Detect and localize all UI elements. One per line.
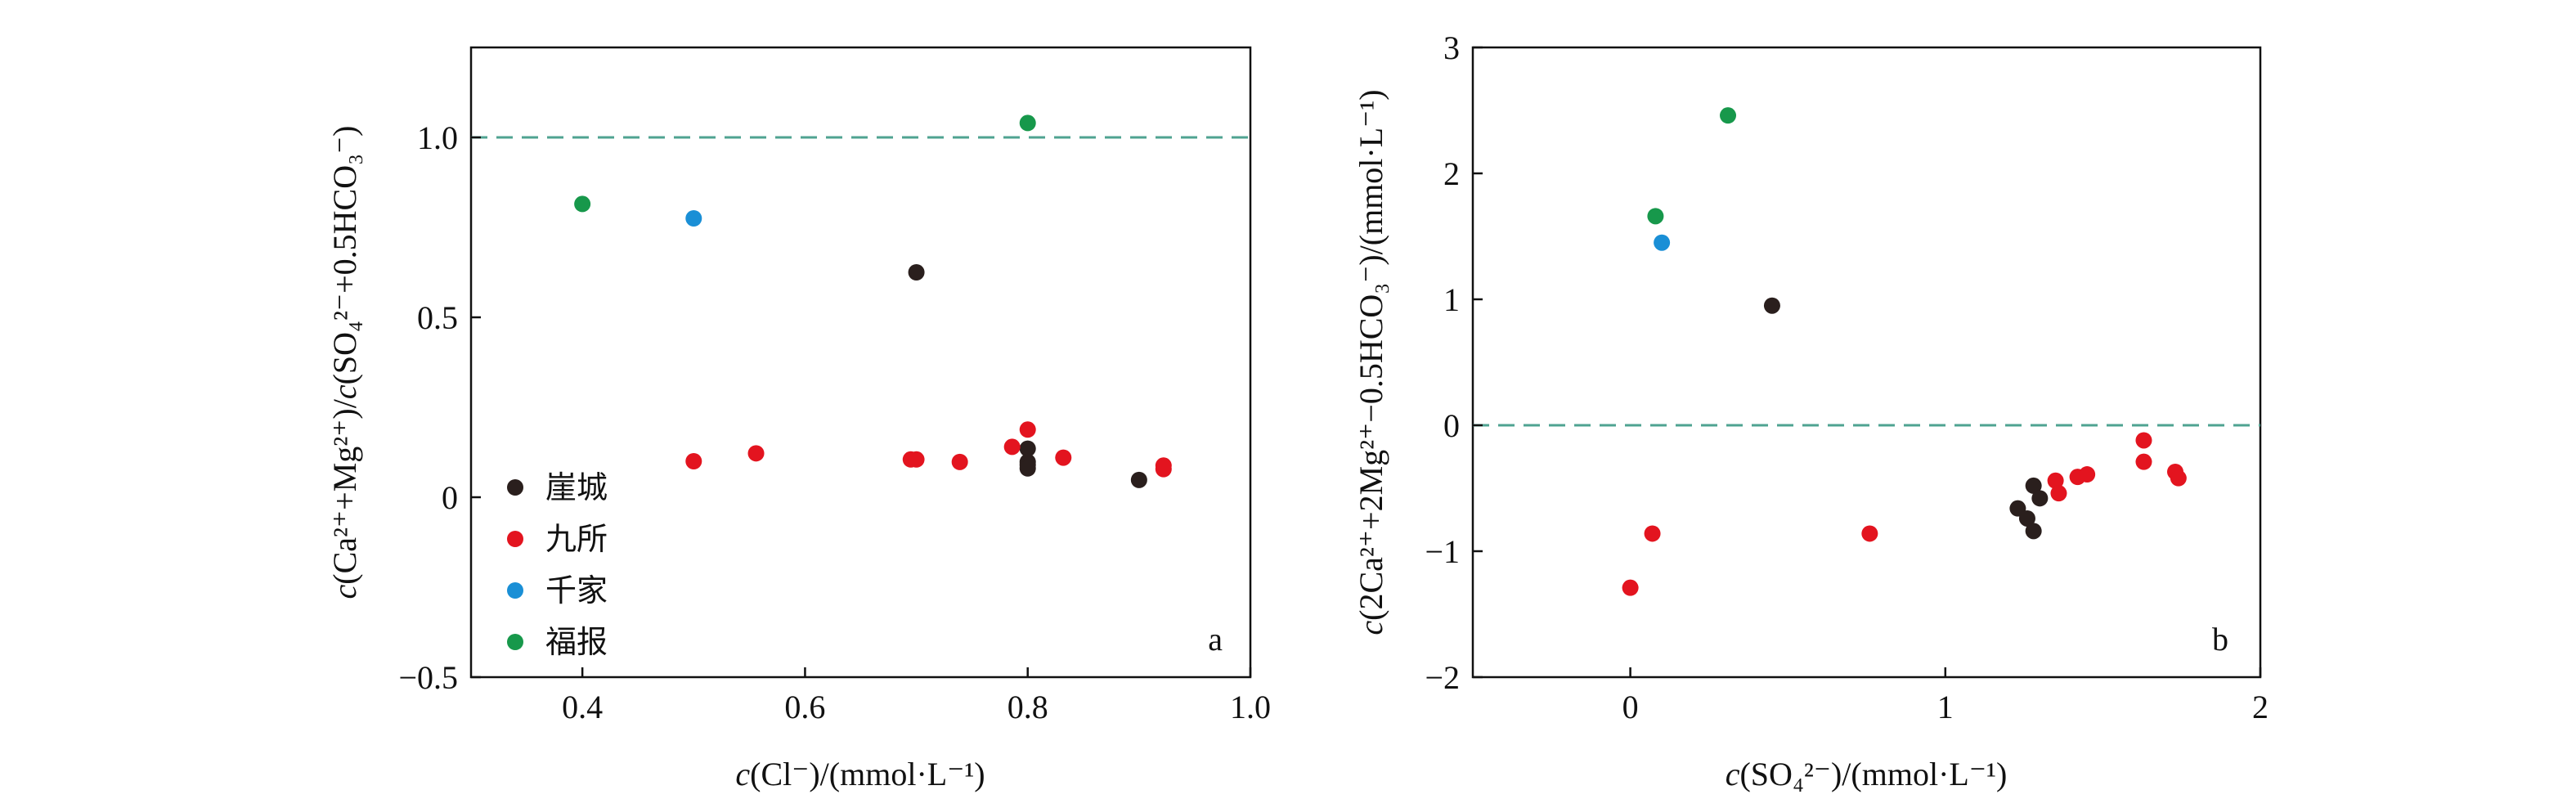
x-tick-label: 0.6	[784, 689, 825, 725]
legend-label-福报: 福报	[545, 626, 608, 660]
x-tick-label: 1.0	[1230, 689, 1271, 725]
data-point-九所	[1155, 460, 1172, 478]
panel-b-x-axis-label: c(SO₄²⁻)/(mmol·L⁻¹)	[1726, 756, 2008, 792]
panel-a-points	[574, 114, 1172, 488]
y-tick-label: 0	[1443, 407, 1460, 444]
data-point-福报	[1720, 107, 1737, 124]
legend-item-千家: 千家	[507, 574, 608, 608]
legend-label-九所: 九所	[545, 523, 608, 557]
data-point-九所	[2135, 432, 2152, 449]
panel-b-y-ticks: −2 −1 0 1 2 3	[1425, 29, 1483, 696]
data-point-崖城	[2025, 477, 2042, 494]
data-point-九所	[2170, 469, 2187, 487]
x-tick-label: 0	[1622, 689, 1639, 725]
data-point-九所	[1861, 525, 1878, 542]
panel-b-label: b	[2212, 621, 2228, 658]
legend-item-九所: 九所	[507, 523, 608, 557]
legend-label-千家: 千家	[545, 574, 608, 608]
data-point-九所	[908, 451, 925, 468]
x-tick-label: 1	[1937, 689, 1954, 725]
data-point-九所	[747, 445, 765, 462]
data-point-九所	[2079, 466, 2096, 483]
panel-a-y-ticks: −0.5 0 0.5 1.0	[398, 119, 481, 696]
panel-b-points	[1622, 107, 2187, 596]
x-tick-label: 0.4	[562, 689, 603, 725]
panel-a-x-ticks: 0.4 0.6 0.8 1.0	[562, 667, 1271, 725]
panel-a-plot-frame	[469, 46, 1252, 679]
data-point-崖城	[908, 264, 925, 281]
data-point-福报	[1019, 114, 1036, 132]
data-point-崖城	[2025, 523, 2042, 540]
legend-item-福报: 福报	[507, 626, 608, 660]
y-tick-label: 1.0	[417, 119, 458, 156]
y-tick-label: −0.5	[398, 659, 458, 696]
data-point-崖城	[1019, 460, 1036, 477]
data-point-九所	[1622, 579, 1639, 596]
y-tick-label: 3	[1443, 29, 1460, 66]
y-tick-label: 0	[442, 479, 458, 516]
panel-a-x-axis-label: c(Cl⁻)/(mmol·L⁻¹)	[735, 756, 985, 792]
x-tick-label: 0.8	[1008, 689, 1048, 725]
data-point-九所	[1019, 421, 1036, 438]
data-point-九所	[2135, 453, 2152, 470]
panel-a-legend: 崖城 九所 千家 福报	[507, 471, 608, 660]
legend-marker-千家	[507, 582, 523, 599]
data-point-九所	[1003, 438, 1021, 456]
y-tick-label: 0.5	[417, 299, 458, 336]
panel-b-y-axis-label: c(2Ca²⁺+2Mg²⁺−0.5HCO₃⁻)/(mmol·L⁻¹)	[1353, 89, 1389, 635]
data-point-九所	[951, 453, 968, 470]
panel-b: 0 1 2 −2 −1 0 1 2 3 b c(SO₄²⁻)/(mmol·L⁻¹) c(2Ca…	[1353, 29, 2269, 792]
y-tick-label: 1	[1443, 281, 1460, 318]
panel-a: 0.4 0.6 0.8 1.0 −0.5 0 0.5 1.0 a c(Cl⁻)/(mmol·…	[326, 46, 1271, 792]
y-tick-label: 2	[1443, 155, 1460, 192]
data-point-崖城	[2031, 490, 2049, 507]
y-tick-label: −1	[1425, 533, 1460, 570]
data-point-福报	[574, 195, 591, 213]
legend-item-崖城: 崖城	[507, 471, 608, 505]
data-point-福报	[1647, 208, 1664, 225]
data-point-崖城	[1130, 471, 1147, 488]
data-point-千家	[685, 210, 702, 227]
data-point-九所	[1644, 525, 1661, 542]
panel-a-label: a	[1208, 621, 1223, 658]
legend-marker-福报	[507, 634, 523, 650]
x-tick-label: 2	[2252, 689, 2269, 725]
data-point-千家	[1654, 234, 1671, 251]
panel-a-y-axis-label: c(Ca²⁺+Mg²⁺)/c(SO₄²⁻+0.5HCO₃⁻)	[326, 126, 363, 599]
data-point-九所	[685, 453, 702, 469]
data-point-九所	[2050, 485, 2067, 502]
data-point-九所	[2047, 472, 2064, 489]
data-point-九所	[1055, 449, 1072, 466]
y-tick-label: −2	[1425, 659, 1460, 696]
panel-b-plot-frame	[1471, 46, 2262, 679]
legend-marker-崖城	[507, 479, 523, 496]
data-point-崖城	[1763, 297, 1780, 314]
legend-marker-九所	[507, 531, 523, 547]
legend-label-崖城: 崖城	[545, 471, 608, 505]
data-point-崖城	[2018, 509, 2035, 527]
panel-b-x-ticks: 0 1 2	[1622, 667, 2269, 725]
data-point-崖城	[1019, 440, 1036, 457]
